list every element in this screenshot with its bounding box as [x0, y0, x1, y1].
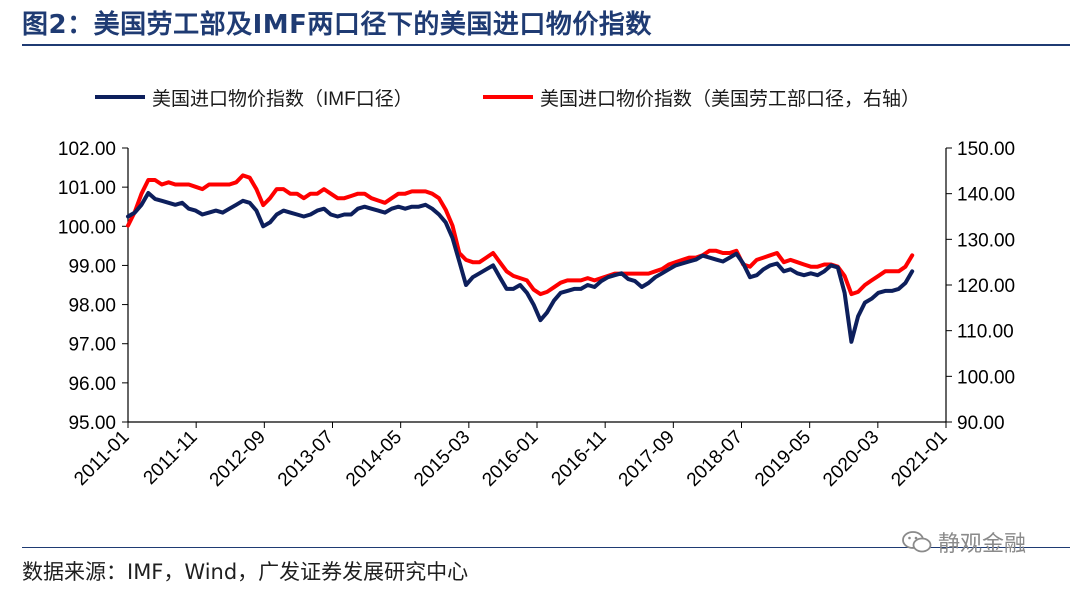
x-tick-label: 2018-07 [683, 427, 747, 491]
source-note: 数据来源：IMF，Wind，广发证券发展研究中心 [22, 560, 469, 584]
x-tick-label: 2021-01 [887, 427, 951, 491]
source-divider [22, 547, 1070, 548]
chart-legend: 美国进口物价指数（IMF口径） 美国进口物价指数（美国劳工部口径，右轴） [95, 88, 920, 110]
y-right-tick-label: 120.00 [957, 276, 1015, 297]
y-right-tick-label: 90.00 [957, 413, 1005, 434]
y-right-tick-label: 100.00 [957, 367, 1015, 388]
x-tick-label: 2012-09 [206, 427, 270, 491]
x-tick-label: 2015-03 [410, 427, 474, 491]
legend-label-imf: 美国进口物价指数（IMF口径） [152, 88, 413, 110]
y-right-tick-label: 140.00 [957, 185, 1015, 206]
x-tick-label: 2016-01 [478, 427, 542, 491]
y-right-tick-label: 130.00 [957, 230, 1015, 251]
x-tick-label: 2011-01 [70, 427, 133, 490]
y-left-tick-label: 101.00 [58, 178, 116, 199]
y-left-tick-label: 95.00 [68, 413, 116, 434]
y-left-tick-label: 97.00 [68, 335, 116, 356]
x-tick-label: 2019-05 [751, 427, 815, 491]
series-line-imf [126, 191, 915, 344]
x-tick-label: 2011-11 [140, 427, 202, 489]
watermark: 静观金融 [902, 526, 1026, 558]
y-right-tick-label: 150.00 [957, 139, 1015, 160]
y-left-tick-label: 99.00 [68, 256, 116, 277]
x-tick-label: 2016-11 [548, 427, 611, 490]
x-tick-label: 2013-07 [274, 427, 338, 491]
wechat-icon [902, 531, 932, 553]
watermark-text: 静观金融 [938, 532, 1027, 557]
series-line-bls [126, 173, 915, 297]
chart-series [126, 173, 915, 344]
figure-title: 图2：美国劳工部及IMF两口径下的美国进口物价指数 [22, 10, 652, 40]
y-left-tick-label: 100.00 [58, 217, 116, 238]
y-right-tick-label: 110.00 [957, 322, 1014, 343]
y-left-tick-label: 98.00 [68, 296, 116, 317]
y-left-tick-label: 102.00 [58, 139, 116, 160]
x-tick-label: 2020-03 [819, 427, 883, 491]
title-divider [22, 44, 1070, 46]
y-left-tick-label: 96.00 [68, 374, 116, 395]
legend-label-bls: 美国进口物价指数（美国劳工部口径，右轴） [540, 88, 920, 110]
x-tick-label: 2014-05 [342, 427, 406, 491]
x-tick-label: 2017-09 [615, 427, 679, 491]
